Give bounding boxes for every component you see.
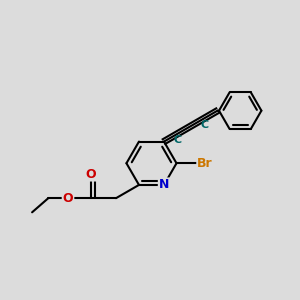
Text: Br: Br — [197, 157, 213, 170]
Text: O: O — [63, 192, 73, 205]
Text: N: N — [159, 178, 169, 191]
Text: O: O — [86, 167, 96, 181]
Text: C: C — [200, 120, 208, 130]
Text: C: C — [173, 135, 181, 145]
